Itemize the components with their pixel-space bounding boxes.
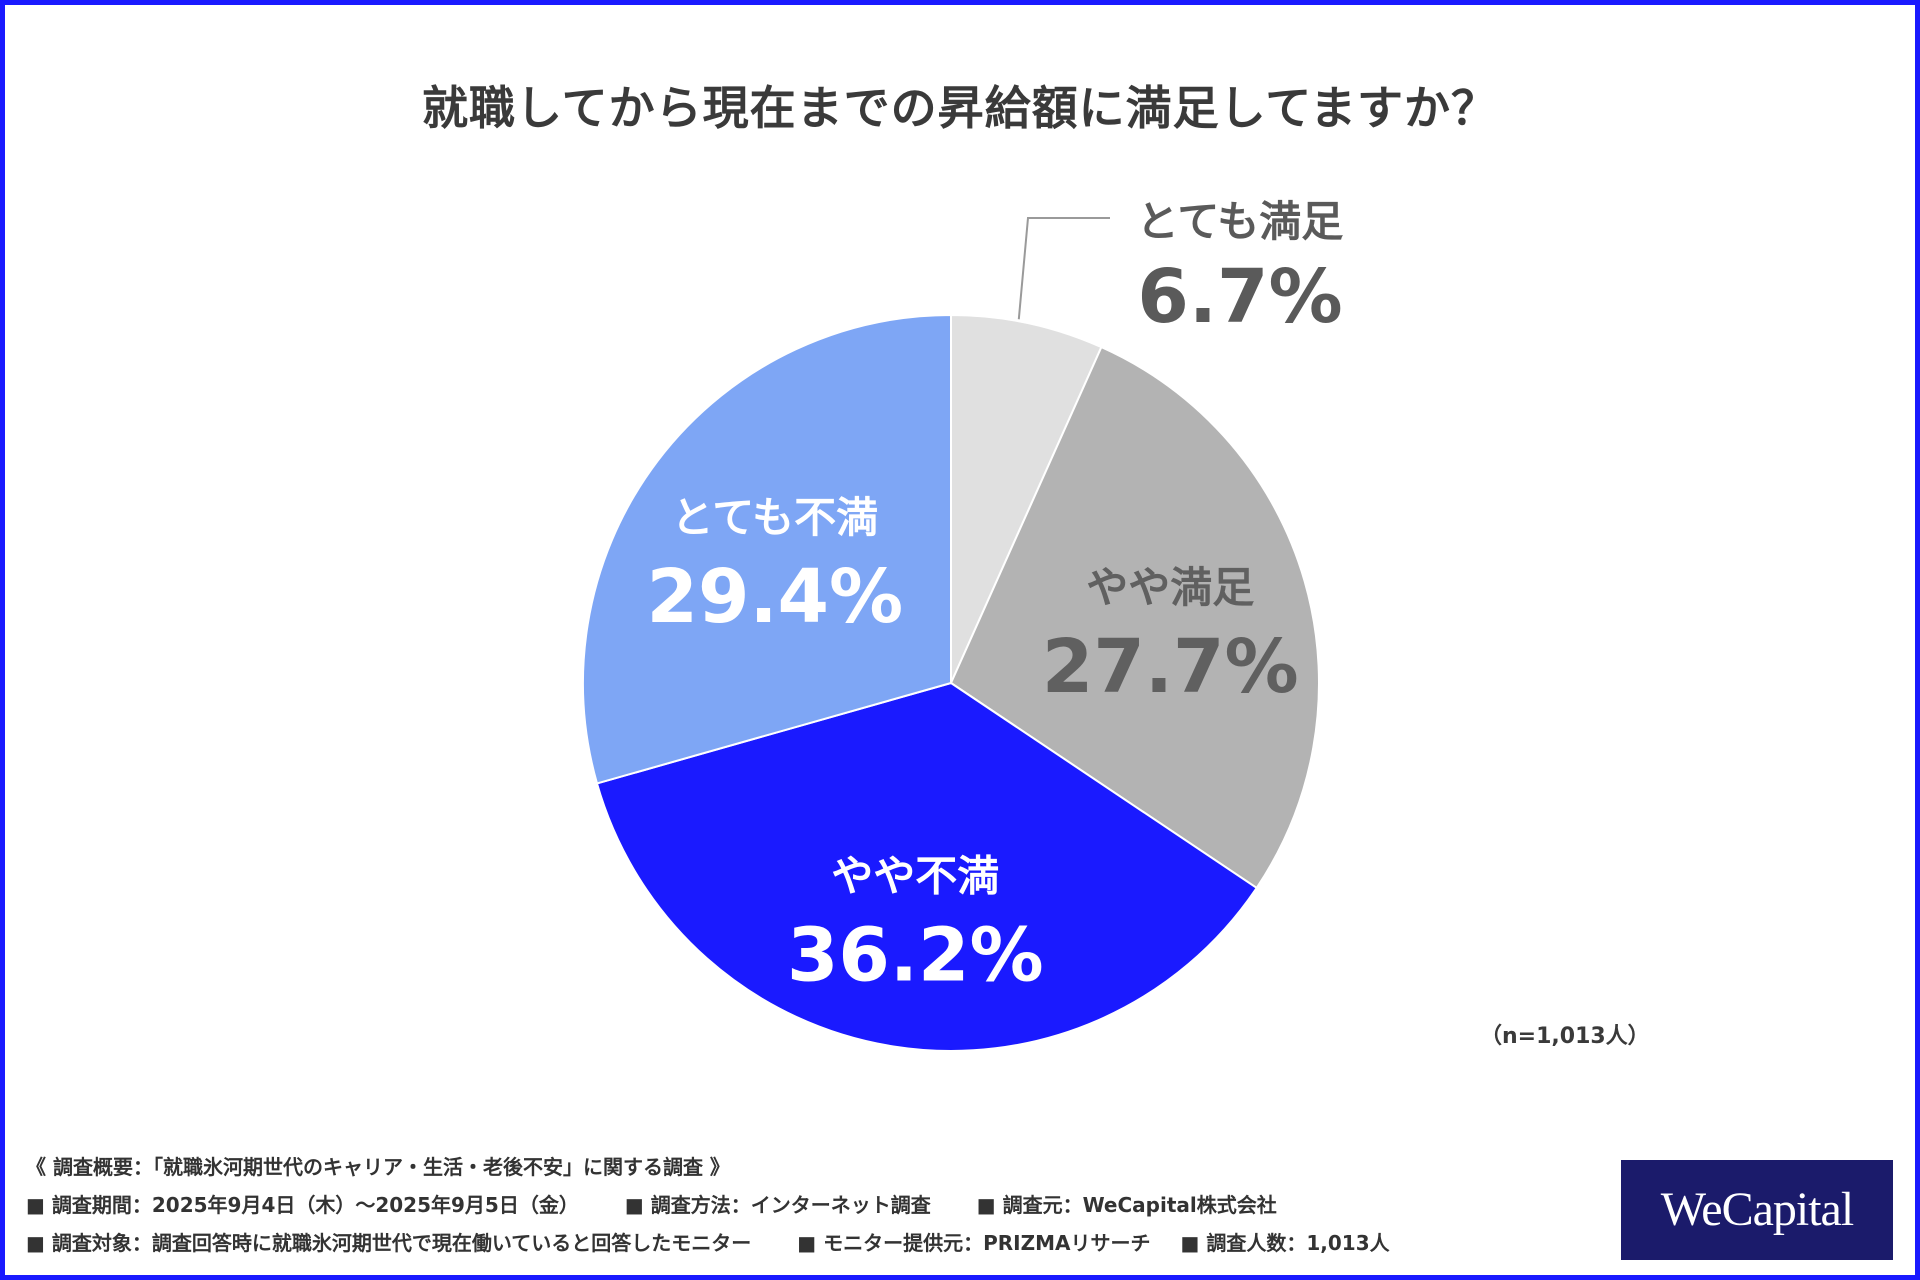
slice-label-value-3: 36.2% <box>787 912 1044 998</box>
pie-slice-2 <box>949 345 1320 890</box>
slice-label-category-4: とても不満 <box>672 493 879 542</box>
survey-period: ■ 調査期間：2025年9月4日（木）〜2025年9月5日（金） <box>26 1193 579 1217</box>
chart-title: 就職してから現在までの昇給額に満足してますか？ <box>422 81 1498 135</box>
survey-overview-title: 《 調査概要：「就職氷河期世代のキャリア・生活・老後不安」に関する調査 》 <box>26 1155 730 1179</box>
pie-slice-3 <box>595 681 1259 1052</box>
leader-line <box>1017 217 1110 320</box>
slice-label-category-2: やや満足 <box>1086 563 1254 612</box>
pie-slice-4 <box>582 313 952 785</box>
slice-label-category-1: とても満足 <box>1137 197 1344 246</box>
survey-respondents: ■ 調査人数：1,013人 <box>1180 1231 1390 1255</box>
slice-label-category-3: やや不満 <box>831 851 999 900</box>
slice-label-value-4: 29.4% <box>646 554 903 640</box>
monitor-provider: ■ モニター提供元：PRIZMAリサーチ <box>797 1231 1151 1255</box>
survey-method: ■ 調査方法：インターネット調査 <box>624 1193 931 1217</box>
wecapital-logo: WeCapital <box>1621 1160 1893 1260</box>
survey-info-row-1: ■ 調査期間：2025年9月4日（木）〜2025年9月5日（金） ■ 調査方法：イ… <box>26 1186 1586 1224</box>
survey-source: ■ 調査元：WeCapital株式会社 <box>976 1193 1277 1217</box>
slice-label-value-2: 27.7% <box>1042 624 1299 710</box>
slice-label-value-1: 6.7% <box>1137 254 1342 340</box>
sample-size: （n=1,013人） <box>1480 1024 1650 1049</box>
survey-target: ■ 調査対象：調査回答時に就職氷河期世代で現在働いていると回答したモニター <box>26 1231 752 1255</box>
pie-slice-1 <box>950 313 1103 684</box>
survey-info-row-2: ■ 調査対象：調査回答時に就職氷河期世代で現在働いていると回答したモニター ■ モ… <box>26 1224 1586 1262</box>
survey-overview: 《 調査概要：「就職氷河期世代のキャリア・生活・老後不安」に関する調査 》 ■ … <box>26 1148 1586 1262</box>
